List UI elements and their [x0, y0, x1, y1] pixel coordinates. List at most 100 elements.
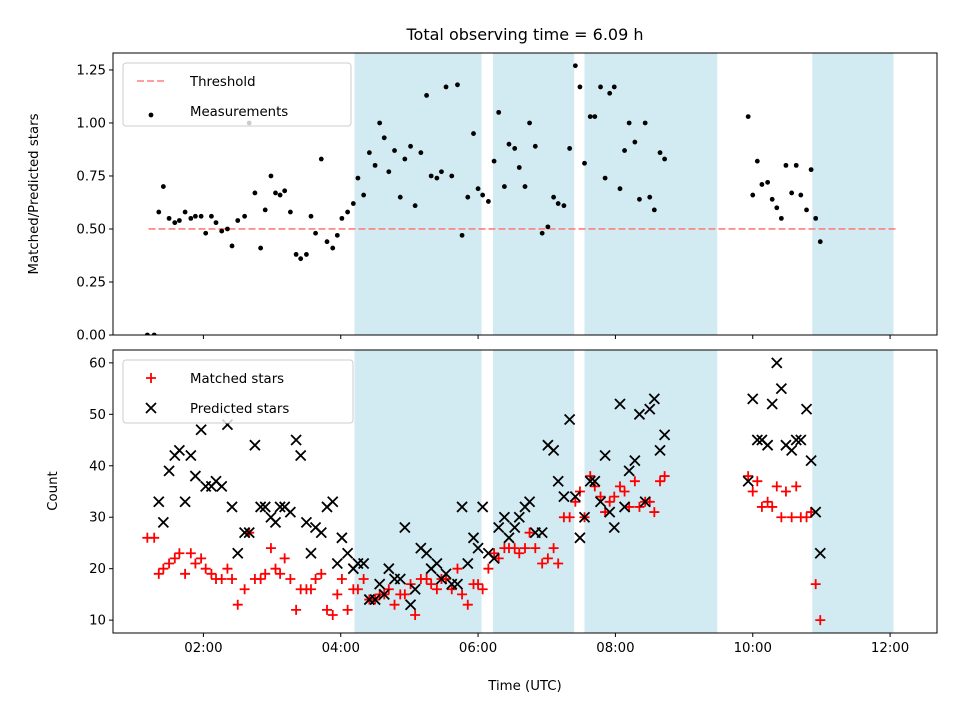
matched-star-point	[810, 579, 821, 590]
measurement-point	[443, 84, 449, 90]
matched-star-point	[609, 491, 620, 502]
matched-star-point	[149, 532, 160, 543]
measurement-point	[366, 150, 372, 156]
measurement-point	[176, 218, 182, 223]
measurement-point	[496, 109, 502, 115]
measurement-point	[345, 209, 351, 215]
predicted-star-point	[467, 532, 480, 544]
observing-band-3	[584, 53, 718, 335]
predicted-star-point	[633, 408, 646, 420]
measurement-point	[182, 209, 188, 215]
predicted-star-point	[331, 557, 343, 570]
predicted-star-point	[614, 398, 626, 410]
observing-band-1	[354, 53, 482, 335]
legend-predicted-swatch	[145, 402, 157, 414]
series-measurements	[144, 63, 823, 335]
measurement-point	[318, 156, 324, 162]
measurement-point	[203, 230, 209, 236]
x-axis-label: Time (UTC)	[487, 679, 562, 694]
measurement-point	[252, 190, 258, 196]
predicted-star-point	[284, 506, 297, 518]
measurement-point	[750, 192, 756, 198]
bottom-panel: 10 20 30 40 50 60 02:00 04:00 06:00 08:00 10:00 12:…	[89, 349, 938, 656]
matched-star-point	[174, 548, 185, 559]
predicted-star-point	[742, 475, 754, 487]
predicted-star-point	[639, 496, 651, 508]
predicted-star-point	[238, 527, 251, 539]
predicted-star-point	[599, 449, 611, 462]
measurement-point	[209, 213, 214, 219]
matched-star-point	[767, 501, 778, 512]
measurement-point	[592, 114, 598, 120]
measurement-point	[361, 192, 367, 198]
y-tick-label: 10	[89, 614, 106, 629]
matched-star-point	[762, 496, 773, 507]
legend-box	[122, 359, 354, 424]
matched-star-point	[279, 553, 290, 564]
y-tick-label: 0.00	[76, 329, 106, 344]
predicted-star-point	[477, 501, 489, 513]
predicted-star-point	[451, 578, 464, 590]
predicted-star-point	[523, 496, 536, 508]
axes-frame	[112, 52, 938, 336]
matched-star-point	[509, 543, 520, 554]
matched-star-point	[524, 527, 535, 538]
predicted-star-point	[604, 506, 616, 518]
predicted-star-point	[179, 496, 191, 508]
measurement-point	[172, 220, 178, 226]
predicted-star-point	[300, 516, 313, 529]
measurement-point	[449, 173, 455, 179]
measurement-point	[626, 120, 632, 126]
predicted-star-point	[249, 439, 261, 451]
measurement-point	[813, 215, 819, 221]
matched-star-point	[457, 589, 468, 600]
predicted-star-point	[618, 501, 631, 513]
measurement-point	[572, 63, 578, 69]
legend-label: Predicted stars	[190, 402, 289, 417]
predicted-star-point	[751, 434, 763, 446]
y-tick-label: 1.25	[76, 63, 106, 78]
measurement-point	[287, 209, 293, 215]
measurement-point	[282, 188, 288, 194]
matched-star-point	[776, 512, 787, 523]
predicted-star-point	[800, 403, 813, 415]
x-tick-label: 04:00	[322, 641, 360, 656]
legend: Threshold Measurements	[122, 62, 352, 127]
matched-star-point	[352, 584, 363, 595]
measurement-point	[219, 228, 225, 234]
matched-star-point	[421, 573, 432, 584]
measurement-point	[561, 203, 567, 209]
y-tick-label: 0.50	[76, 222, 106, 237]
predicted-star-point	[623, 465, 635, 477]
predicted-star-point	[786, 444, 798, 456]
measurement-point	[439, 169, 444, 175]
top-y-axis-label: Matched/Predicted stars	[27, 113, 42, 274]
measurement-point	[151, 332, 157, 335]
measurement-point	[418, 150, 424, 156]
predicted-star-point	[226, 501, 238, 513]
matched-star-point	[426, 579, 437, 590]
matched-star-point	[265, 543, 276, 554]
predicted-star-point	[805, 454, 817, 467]
measurement-point	[213, 220, 219, 226]
measurement-point	[582, 160, 587, 166]
matched-star-point	[747, 486, 758, 497]
predicted-star-point	[243, 527, 255, 539]
x-tick-label: 12:00	[871, 641, 909, 656]
predicted-star-point	[814, 547, 826, 559]
matched-star-point	[595, 491, 606, 502]
measurement-point	[412, 203, 418, 209]
matched-star-point	[542, 553, 553, 564]
measurement-point	[774, 205, 780, 211]
measurement-point	[304, 252, 309, 257]
matched-star-point	[322, 604, 333, 615]
predicted-star-point	[295, 449, 307, 462]
predicted-star-point	[404, 599, 417, 611]
legend-label: Measurements	[190, 105, 288, 120]
matched-star-point	[410, 609, 421, 620]
matched-star-point	[452, 563, 463, 574]
matched-star-point	[389, 599, 400, 610]
measurement-point	[793, 162, 799, 168]
matched-star-point	[530, 543, 541, 554]
measurement-point	[355, 175, 361, 181]
